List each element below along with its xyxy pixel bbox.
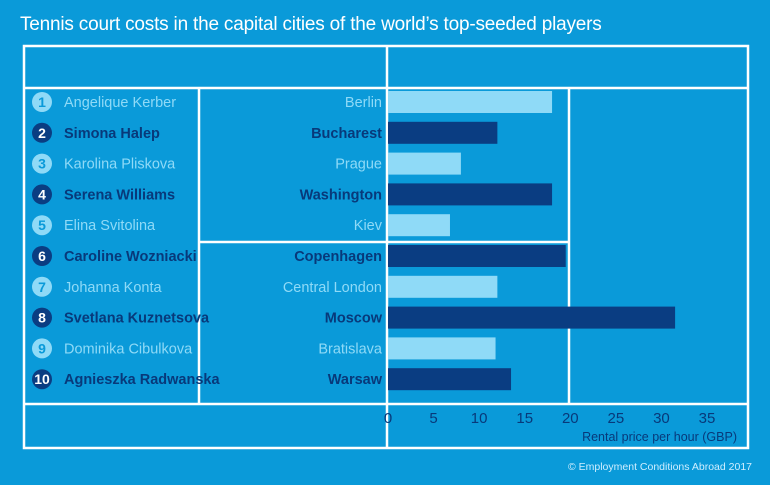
bar-central-london [388, 275, 498, 298]
bar-prague [388, 152, 461, 175]
x-tick-label: 25 [608, 410, 625, 427]
rank-number: 10 [34, 371, 50, 387]
bar-washington [388, 183, 553, 206]
chart-title: Tennis court costs in the capital cities… [20, 14, 602, 35]
x-tick-label: 30 [653, 410, 670, 427]
x-tick-label: 15 [516, 410, 533, 427]
x-tick-label: 20 [562, 410, 579, 427]
bar-berlin [388, 91, 553, 113]
rank-number: 6 [38, 248, 46, 264]
bar-copenhagen [388, 245, 566, 267]
x-axis-label: Rental price per hour (GBP) [582, 430, 737, 444]
rank-badge [32, 153, 52, 174]
bar-moscow [388, 306, 676, 329]
source-credit: © Employment Conditions Abroad 2017 [567, 461, 752, 473]
player-name: Svetlana Kuznetsova [64, 311, 210, 327]
city-label: Washington [300, 187, 382, 203]
x-tick-label: 10 [471, 410, 488, 427]
player-name: Angelique Kerber [64, 95, 176, 111]
city-label: Copenhagen [294, 249, 382, 265]
x-tick-label: 5 [429, 410, 437, 427]
city-label: Prague [335, 157, 382, 173]
rank-badge [32, 246, 52, 266]
city-label: Bratislava [318, 341, 383, 357]
bar-bratislava [388, 337, 496, 360]
rank-number: 3 [38, 156, 46, 172]
city-label: Berlin [345, 95, 382, 111]
rank-number: 4 [38, 186, 46, 202]
bar-kiev [388, 214, 450, 237]
rank-number: 8 [38, 310, 46, 326]
rank-badge [32, 276, 52, 297]
city-label: Warsaw [328, 372, 383, 388]
rank-badge [32, 338, 52, 359]
bar-bucharest [388, 121, 498, 144]
rank-badge [32, 215, 52, 236]
x-axis: 0 5 10 15 20 25 30 35 Rental price per hour (GBP… [384, 410, 737, 444]
rank-badge [32, 307, 52, 328]
x-tick-label: 0 [384, 410, 392, 427]
bar-warsaw [388, 368, 512, 391]
player-name: Karolina Pliskova [64, 157, 176, 173]
rank-badge [32, 184, 52, 205]
row-labels: 1 Angelique Kerber Berlin 2 Simona Halep Buch… [32, 92, 383, 390]
rank-badge [32, 92, 52, 112]
player-name: Elina Svitolina [64, 218, 156, 234]
player-name: Caroline Wozniacki [64, 249, 197, 265]
rank-number: 2 [38, 125, 46, 141]
city-label: Central London [283, 280, 382, 296]
rank-badge [32, 122, 52, 143]
x-tick-label: 35 [699, 410, 716, 427]
player-name: Agnieszka Radwanska [64, 372, 220, 388]
city-label: Kiev [354, 218, 383, 234]
player-name: Dominika Cibulkova [64, 341, 193, 357]
city-label: Moscow [325, 311, 383, 327]
rank-number: 7 [38, 279, 46, 295]
player-name: Simona Halep [64, 126, 160, 142]
bars [388, 91, 676, 391]
rank-number: 5 [38, 217, 46, 233]
player-name: Serena Williams [64, 187, 175, 203]
court-lines [22, 44, 750, 450]
city-label: Bucharest [311, 126, 382, 142]
rank-number: 9 [38, 340, 46, 356]
rank-badge [32, 369, 52, 390]
player-name: Johanna Konta [64, 280, 162, 296]
rank-number: 1 [38, 94, 46, 110]
